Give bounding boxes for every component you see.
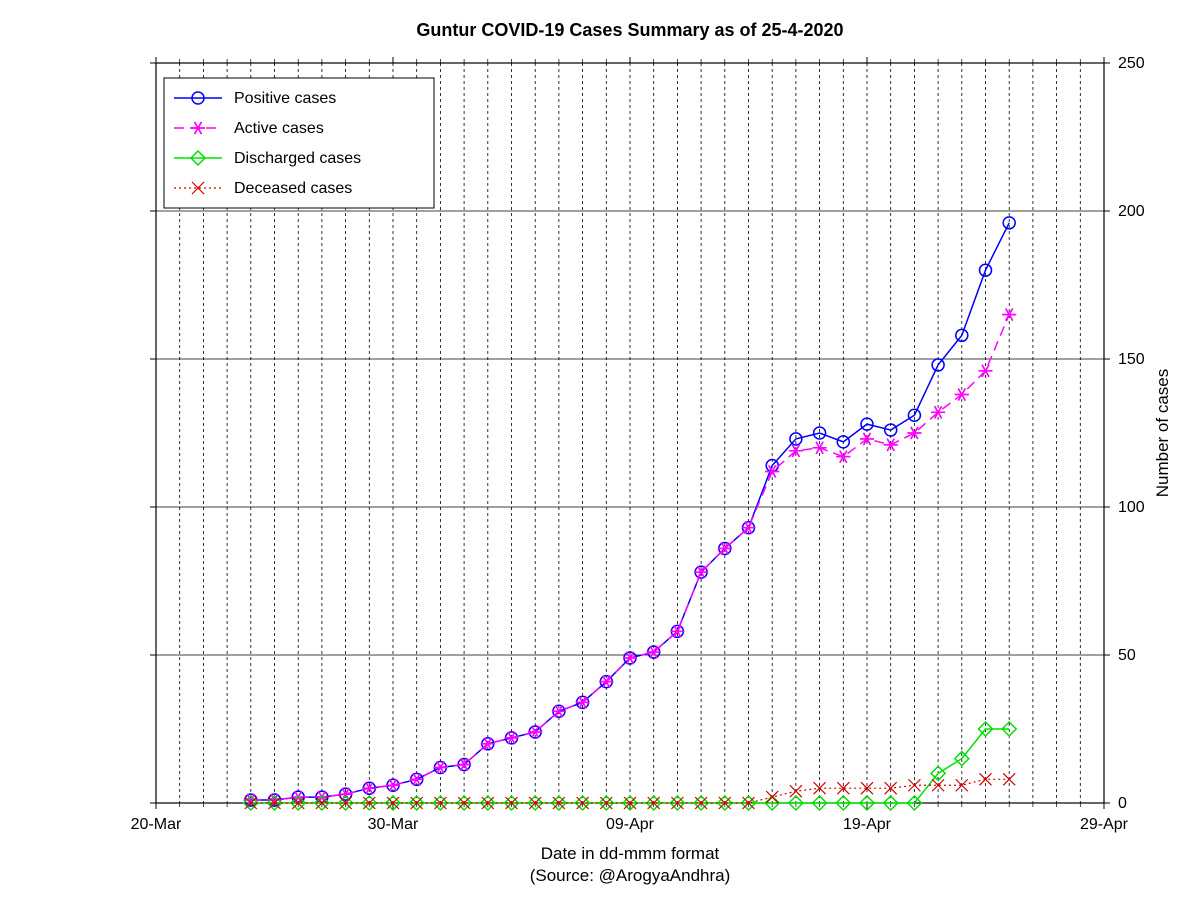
x-tick-label: 09-Apr	[606, 816, 655, 833]
y-tick-label: 50	[1118, 647, 1136, 664]
y-tick-label: 200	[1118, 203, 1145, 220]
y-tick-label: 150	[1118, 351, 1145, 368]
y-tick-label: 250	[1118, 55, 1145, 72]
y-tick-label: 100	[1118, 499, 1145, 516]
covid-line-chart: 20-Mar 30-Mar 09-Apr 19-Apr 29-Apr 0 50 100 150 2…	[0, 0, 1200, 898]
chart-container: 20-Mar 30-Mar 09-Apr 19-Apr 29-Apr 0 50 100 150 2…	[0, 0, 1200, 898]
chart-title: Guntur COVID-19 Cases Summary as of 25-4…	[416, 20, 843, 40]
y-tick-label: 0	[1118, 795, 1127, 812]
x-tick-label: 19-Apr	[843, 816, 892, 833]
legend: Positive cases Active cases Discharged cas…	[164, 78, 434, 208]
legend-label: Active cases	[234, 120, 324, 137]
x-tick-label: 20-Mar	[131, 816, 182, 833]
legend-label: Positive cases	[234, 90, 336, 107]
x-tick-label: 29-Apr	[1080, 816, 1129, 833]
source-label: (Source: @ArogyaAndhra)	[530, 866, 731, 885]
legend-label: Discharged cases	[234, 150, 361, 167]
y-axis-label: Number of cases	[1153, 369, 1172, 498]
x-tick-label: 30-Mar	[368, 816, 419, 833]
legend-label: Deceased cases	[234, 180, 352, 197]
x-axis-label: Date in dd-mmm format	[541, 844, 720, 863]
